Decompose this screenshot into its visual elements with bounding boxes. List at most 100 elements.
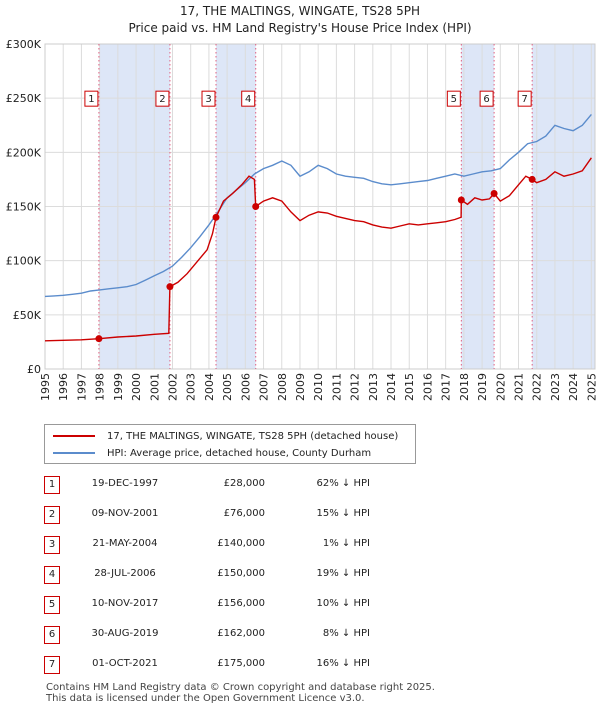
marker-label-box: 2 bbox=[155, 90, 170, 107]
table-row: 5 10-NOV-2017 £156,000 10% ↓ HPI bbox=[0, 596, 600, 616]
y-tick-label: £200K bbox=[6, 146, 42, 159]
legend-label-hpi: HPI: Average price, detached house, Coun… bbox=[107, 447, 372, 459]
table-row: 1 19-DEC-1997 £28,000 62% ↓ HPI bbox=[0, 476, 600, 496]
x-tick-label: 2004 bbox=[203, 373, 216, 401]
transaction-hpi-diff: 1% ↓ HPI bbox=[322, 538, 370, 549]
table-row: 2 09-NOV-2001 £76,000 15% ↓ HPI bbox=[0, 506, 600, 526]
hpi-series-line bbox=[44, 113, 592, 298]
x-tick-label: 2018 bbox=[458, 373, 471, 401]
table-row: 7 01-OCT-2021 £175,000 16% ↓ HPI bbox=[0, 656, 600, 676]
x-tick-label: 2016 bbox=[421, 373, 434, 401]
transaction-number: 7 bbox=[44, 656, 60, 674]
x-tick-label: 2024 bbox=[567, 373, 580, 401]
x-tick-label: 2002 bbox=[166, 373, 179, 401]
x-tick-label: 1999 bbox=[112, 373, 125, 401]
transaction-price: £140,000 bbox=[217, 538, 265, 549]
x-tick-label: 2011 bbox=[330, 373, 343, 401]
marker-number: 2 bbox=[159, 94, 165, 105]
transaction-price: £175,000 bbox=[217, 658, 265, 669]
transaction-date: 09-NOV-2001 bbox=[91, 508, 159, 519]
marker-box bbox=[446, 90, 461, 107]
transaction-number: 5 bbox=[44, 596, 60, 614]
x-tick-label: 2023 bbox=[549, 373, 562, 401]
y-tick-label: £300K bbox=[6, 38, 42, 51]
marker-number: 7 bbox=[521, 94, 527, 105]
transaction-date: 19-DEC-1997 bbox=[91, 478, 159, 489]
marker-label-box: 6 bbox=[479, 90, 494, 107]
y-tick-label: £250K bbox=[6, 92, 42, 105]
legend-label-property: 17, THE MALTINGS, WINGATE, TS28 5PH (det… bbox=[107, 430, 399, 442]
y-tick-label: £0 bbox=[27, 363, 41, 376]
x-tick-label: 2020 bbox=[494, 373, 507, 401]
chart-title: 17, THE MALTINGS, WINGATE, TS28 5PH bbox=[179, 4, 421, 18]
x-tick-label: 2025 bbox=[585, 373, 598, 401]
transaction-date: 01-OCT-2021 bbox=[92, 658, 158, 669]
footer-copyright: Contains HM Land Registry data © Crown c… bbox=[46, 682, 435, 693]
x-tick-label: 1996 bbox=[57, 373, 70, 401]
transaction-number: 3 bbox=[44, 536, 60, 554]
table-row: 6 30-AUG-2019 £162,000 8% ↓ HPI bbox=[0, 626, 600, 646]
x-tick-label: 2000 bbox=[130, 373, 143, 401]
transaction-number: 4 bbox=[44, 566, 60, 584]
marker-number: 5 bbox=[451, 94, 457, 105]
marker-label-box: 3 bbox=[201, 90, 216, 107]
transaction-hpi-diff: 15% ↓ HPI bbox=[316, 508, 370, 519]
transaction-hpi-diff: 10% ↓ HPI bbox=[316, 598, 370, 609]
y-tick-label: £50K bbox=[13, 309, 42, 322]
table-row: 3 21-MAY-2004 £140,000 1% ↓ HPI bbox=[0, 536, 600, 556]
x-tick-label: 2003 bbox=[185, 373, 198, 401]
sale-point bbox=[212, 213, 220, 221]
marker-label-box: 7 bbox=[517, 90, 532, 107]
x-tick-label: 2015 bbox=[403, 373, 416, 401]
sale-point bbox=[490, 190, 498, 197]
transaction-hpi-diff: 62% ↓ HPI bbox=[316, 478, 370, 489]
x-tick-label: 2006 bbox=[239, 373, 252, 401]
x-tick-label: 1998 bbox=[94, 373, 107, 401]
transaction-date: 30-AUG-2019 bbox=[91, 628, 159, 639]
x-tick-label: 2017 bbox=[440, 373, 453, 401]
transaction-price: £150,000 bbox=[217, 568, 265, 579]
marker-box bbox=[479, 90, 494, 107]
marker-box bbox=[241, 90, 256, 107]
marker-box bbox=[84, 90, 99, 107]
x-tick-label: 2010 bbox=[312, 373, 325, 401]
marker-box bbox=[201, 90, 216, 107]
table-row: 4 28-JUL-2006 £150,000 19% ↓ HPI bbox=[0, 566, 600, 586]
x-tick-label: 2007 bbox=[258, 373, 271, 401]
marker-number: 3 bbox=[205, 94, 211, 105]
transaction-date: 28-JUL-2006 bbox=[94, 568, 156, 579]
x-tick-label: 2014 bbox=[385, 373, 398, 401]
marker-label-box: 5 bbox=[446, 90, 461, 107]
transaction-number: 1 bbox=[44, 476, 60, 494]
chart-subtitle: Price paid vs. HM Land Registry's House … bbox=[128, 21, 472, 35]
sale-point bbox=[252, 203, 260, 210]
x-tick-label: 2019 bbox=[476, 373, 489, 401]
x-tick-label: 2022 bbox=[531, 373, 544, 401]
y-tick-label: £100K bbox=[6, 255, 42, 268]
transaction-number: 2 bbox=[44, 506, 60, 524]
x-tick-label: 1995 bbox=[39, 373, 52, 401]
footer: Contains HM Land Registry data © Crown c… bbox=[46, 682, 435, 704]
transaction-hpi-diff: 8% ↓ HPI bbox=[322, 628, 370, 639]
plot-frame bbox=[44, 43, 596, 370]
footer-licence: This data is licensed under the Open Gov… bbox=[46, 693, 365, 704]
transaction-price: £28,000 bbox=[223, 478, 265, 489]
marker-label-box: 4 bbox=[241, 90, 256, 107]
x-tick-label: 2021 bbox=[513, 373, 526, 401]
x-tick-label: 2001 bbox=[148, 373, 161, 401]
marker-number: 1 bbox=[88, 94, 94, 105]
x-tick-label: 1997 bbox=[75, 373, 88, 401]
y-tick-label: £150K bbox=[6, 201, 42, 214]
transaction-date: 21-MAY-2004 bbox=[92, 538, 158, 549]
sale-point bbox=[166, 283, 174, 291]
property-series-line bbox=[44, 157, 592, 342]
sale-point bbox=[95, 335, 103, 343]
marker-box bbox=[155, 90, 170, 107]
x-tick-label: 2009 bbox=[294, 373, 307, 401]
transaction-hpi-diff: 19% ↓ HPI bbox=[316, 568, 370, 579]
sale-point bbox=[457, 196, 465, 204]
legend-swatch-hpi bbox=[53, 452, 95, 454]
transaction-hpi-diff: 16% ↓ HPI bbox=[316, 658, 370, 669]
legend-item-property: 17, THE MALTINGS, WINGATE, TS28 5PH (det… bbox=[53, 428, 398, 444]
transaction-date: 10-NOV-2017 bbox=[91, 598, 159, 609]
